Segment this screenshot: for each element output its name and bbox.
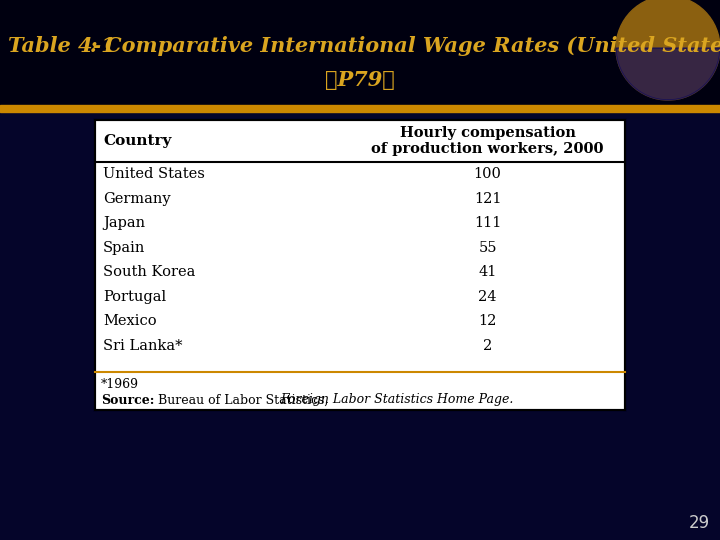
Wedge shape <box>616 48 720 100</box>
Text: Foreign Labor Statistics Home Page.: Foreign Labor Statistics Home Page. <box>280 394 513 407</box>
Text: 100: 100 <box>474 167 501 181</box>
Text: South Korea: South Korea <box>103 265 195 279</box>
Text: Country: Country <box>103 134 171 148</box>
Text: Mexico: Mexico <box>103 314 157 328</box>
Bar <box>0 105 720 112</box>
Text: 111: 111 <box>474 216 501 230</box>
Text: Hourly compensation: Hourly compensation <box>400 126 575 140</box>
Text: *1969: *1969 <box>101 377 139 390</box>
Text: （P79）: （P79） <box>325 70 395 90</box>
Text: of production workers, 2000: of production workers, 2000 <box>372 141 604 156</box>
Text: Sri Lanka*: Sri Lanka* <box>103 339 182 353</box>
Text: 24: 24 <box>478 290 497 303</box>
Text: Spain: Spain <box>103 241 145 255</box>
Text: Table 4-1: Table 4-1 <box>8 36 116 56</box>
Text: 29: 29 <box>689 514 710 532</box>
Bar <box>0 0 720 110</box>
Text: Japan: Japan <box>103 216 145 230</box>
Text: United States: United States <box>103 167 205 181</box>
Text: Germany: Germany <box>103 192 171 206</box>
Text: 55: 55 <box>478 241 497 255</box>
Text: : Comparative International Wage Rates (United States = 100): : Comparative International Wage Rates (… <box>90 36 720 56</box>
Text: 121: 121 <box>474 192 501 206</box>
Text: 12: 12 <box>478 314 497 328</box>
Text: 41: 41 <box>478 265 497 279</box>
Bar <box>95 120 625 410</box>
Text: Portugal: Portugal <box>103 290 166 303</box>
Text: Source:: Source: <box>101 394 154 407</box>
Circle shape <box>616 0 720 100</box>
Text: Bureau of Labor Statistics,: Bureau of Labor Statistics, <box>150 394 332 407</box>
Text: 2: 2 <box>483 339 492 353</box>
